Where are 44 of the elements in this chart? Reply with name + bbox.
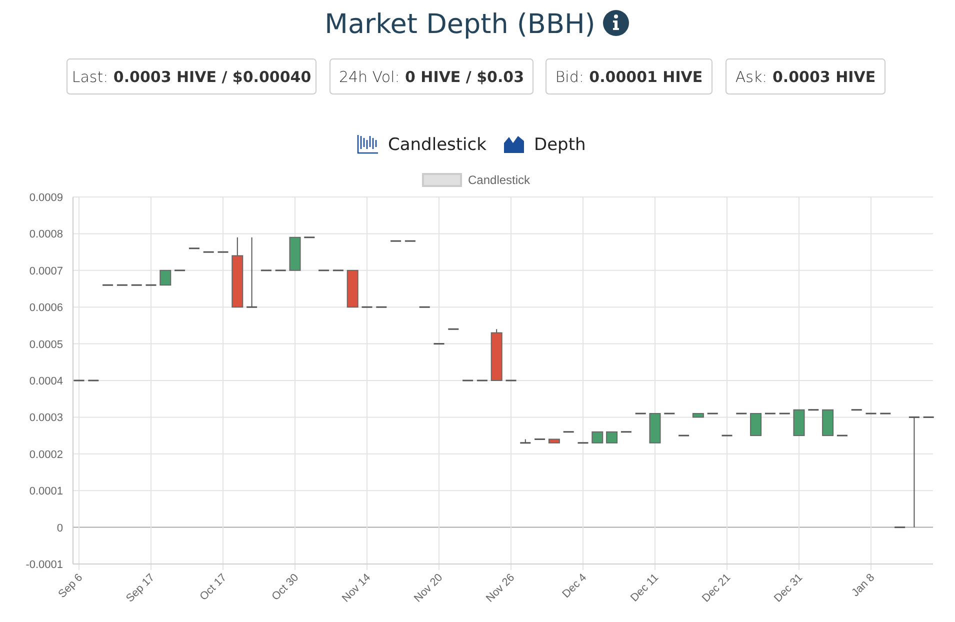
y-tick-label: 0.0007 [29,265,63,278]
y-tick-label: -0.0001 [26,559,63,571]
x-tick-label: Oct 30 [270,572,302,604]
y-tick-label: 0.0003 [29,412,63,424]
candlestick [548,438,560,444]
text: Ask: 0.0003 HIVE [735,68,876,86]
candlestick [346,270,358,308]
text: 24h Vol: 0 HIVE / $0.03 [338,68,524,86]
candlestick [592,431,604,444]
x-tick-label: Sep 6 [56,572,86,600]
candlestick [289,236,301,271]
candlestick [822,409,834,436]
x-tick-label: Sep 17 [124,572,158,605]
x-tick-label: Nov 26 [484,572,518,605]
y-tick-label: 0.0004 [29,376,63,388]
candlestick [160,270,172,286]
chart-title: Market Depth (BBH) [324,9,596,40]
y-tick-label: 0.0009 [29,192,63,204]
text: Candlestick [468,173,532,187]
x-tick-label: Dec 31 [772,572,806,605]
text: Bid: 0.00001 HIVE [555,68,703,86]
x-tick-label: Dec 11 [628,572,662,604]
y-tick-label: 0.0002 [29,448,63,461]
text: Candlestick [388,135,487,155]
text: Depth [534,135,586,155]
candlestick [793,409,805,436]
x-tick-label: Nov 20 [412,572,446,605]
y-tick-label: 0.0005 [29,338,63,351]
y-tick-label: 0.0006 [29,302,63,314]
candlestick [692,413,704,418]
y-tick-label: 0 [56,522,63,534]
x-tick-label: Dec 4 [560,572,590,600]
candlestick [649,413,661,444]
x-tick-label: Dec 21 [700,572,734,605]
candlestick [606,431,618,444]
candlestick [750,413,762,436]
text: Last: 0.0003 HIVE / $0.00040 [72,68,312,86]
x-tick-label: Nov 14 [340,572,374,605]
candlestick [908,416,920,528]
y-tick-label: 0.0008 [29,228,63,241]
x-tick-label: Jan 8 [850,572,878,600]
candlestick [246,236,258,308]
y-tick-label: 0.0001 [29,486,63,498]
x-tick-label: Oct 17 [198,572,230,604]
